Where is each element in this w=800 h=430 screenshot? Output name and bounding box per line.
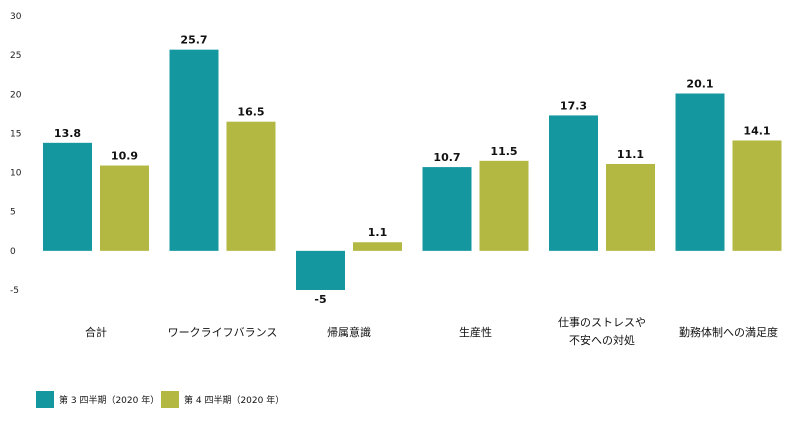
y-tick-label: 15	[10, 129, 21, 139]
data-label: 13.8	[54, 127, 81, 140]
data-label: 11.5	[490, 145, 517, 158]
bar	[422, 167, 472, 251]
bar	[675, 93, 725, 251]
data-label: 10.9	[111, 150, 138, 163]
bar	[169, 49, 219, 251]
data-label: 20.1	[686, 78, 713, 91]
category-label: 不安への対処	[569, 333, 635, 347]
y-tick-label: -5	[10, 286, 19, 296]
y-tick-label: 10	[10, 169, 22, 179]
bar	[43, 142, 92, 251]
data-label: 10.7	[433, 151, 460, 164]
y-axis: 30 25 20 15 10 5 0 -5	[10, 12, 22, 296]
bar	[732, 140, 782, 251]
category-label: 合計	[85, 325, 107, 339]
bar	[353, 242, 402, 251]
y-tick-label: 20	[10, 90, 22, 100]
data-label: 14.1	[743, 124, 770, 137]
y-tick-label: 30	[10, 12, 22, 22]
data-label: 25.7	[180, 34, 207, 47]
y-tick-label: 0	[10, 247, 16, 257]
legend: 第 3 四半期（2020 年） 第 4 四半期（2020 年）	[36, 391, 284, 408]
data-label: 11.1	[617, 148, 644, 161]
y-tick-label: 5	[10, 208, 16, 218]
category-label: 生産性	[459, 325, 492, 339]
legend-swatch	[161, 391, 179, 408]
bar	[226, 121, 276, 251]
category-label: 帰属意識	[327, 325, 371, 339]
legend-swatch	[36, 391, 54, 408]
bar	[296, 250, 345, 290]
bar	[100, 165, 149, 251]
category-label: ワークライフバランス	[168, 326, 278, 339]
bar	[479, 160, 529, 251]
y-tick-label: 25	[10, 51, 21, 61]
data-label: 16.5	[237, 106, 264, 119]
category-label: 仕事のストレスや	[558, 316, 646, 329]
bar	[606, 163, 655, 251]
data-labels: 13.8 10.9 25.7 16.5 -5 1.1 10.7 11.5 17.3 11.1 20.…	[54, 34, 771, 306]
legend-label: 第 3 四半期（2020 年）	[59, 394, 159, 406]
category-label: 勤務体制への満足度	[679, 325, 778, 339]
bar	[549, 115, 598, 251]
bars	[43, 49, 782, 290]
data-label: -5	[314, 293, 326, 306]
data-label: 1.1	[368, 226, 388, 239]
data-label: 17.3	[560, 99, 587, 112]
legend-label: 第 4 四半期（2020 年）	[184, 394, 284, 406]
